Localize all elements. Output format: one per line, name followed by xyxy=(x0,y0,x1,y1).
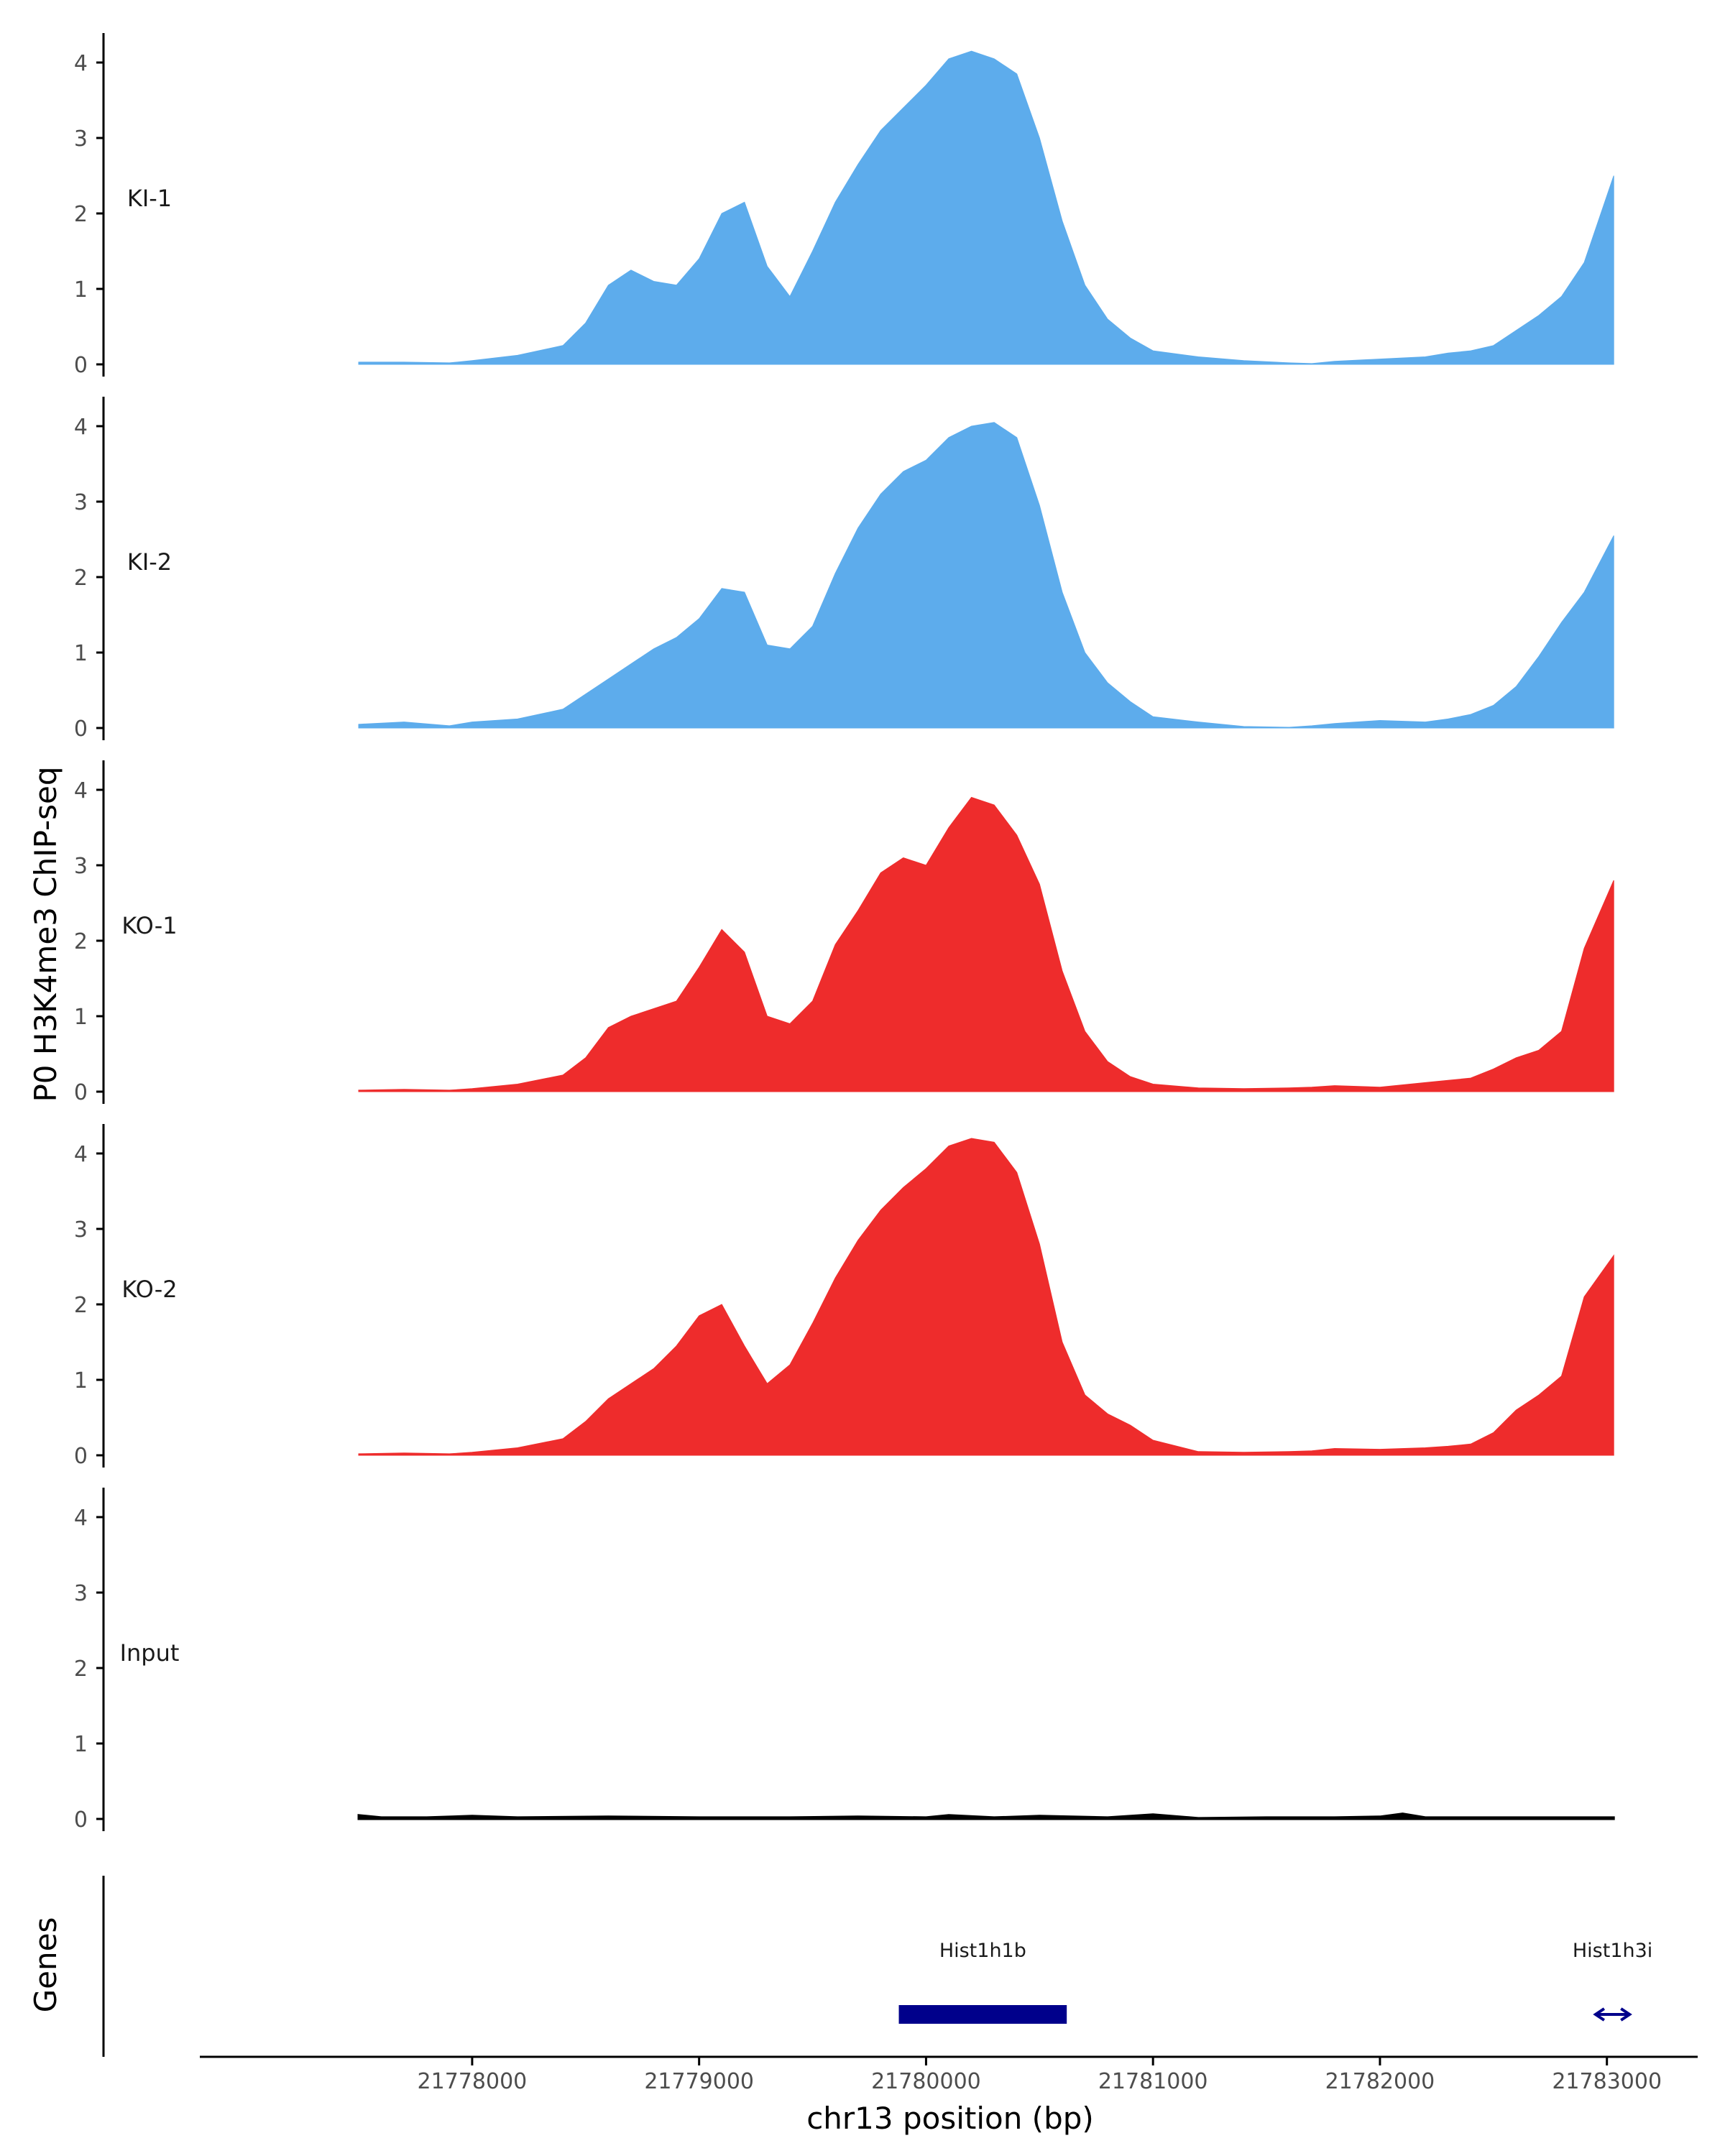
genes-track-title: Genes xyxy=(28,1917,63,2013)
genes-track: Genes Hist1h1b Hist1h3i xyxy=(28,1876,1652,2057)
coverage-area-ki-2 xyxy=(358,422,1614,729)
y-tick-label: 2 xyxy=(74,1657,88,1682)
x-axis-title: chr13 position (bp) xyxy=(806,2101,1094,2136)
y-tick-label: 0 xyxy=(74,353,88,378)
gene-label: Hist1h3i xyxy=(1573,1940,1652,1962)
gene-hist1h1b: Hist1h1b xyxy=(898,1940,1067,2024)
y-tick-label: 1 xyxy=(74,1005,88,1030)
y-tick-label: 4 xyxy=(74,1506,88,1531)
y-tick-label: 2 xyxy=(74,929,88,954)
coverage-area-ko-1 xyxy=(358,796,1614,1092)
track-label: Input xyxy=(120,1639,180,1667)
gene-hist1h3i: Hist1h3i xyxy=(1573,1940,1652,2022)
y-tick-label: 4 xyxy=(74,415,88,440)
x-tick-label: 21782000 xyxy=(1325,2069,1435,2094)
y-tick-label: 3 xyxy=(74,490,88,515)
y-tick-label: 4 xyxy=(74,1142,88,1167)
y-tick-label: 1 xyxy=(74,277,88,303)
track-label: KI-2 xyxy=(127,548,172,576)
y-tick-label: 0 xyxy=(74,717,88,742)
y-tick-label: 4 xyxy=(74,778,88,803)
x-tick-label: 21780000 xyxy=(871,2069,981,2094)
gene-arrow-left-icon xyxy=(1593,2007,1606,2022)
y-tick-label: 2 xyxy=(74,1293,88,1318)
track-ki-1: 0 1 2 3 4 KI-1 xyxy=(74,33,1614,378)
track-ki-2: 0 1 2 3 4 KI-2 xyxy=(74,397,1614,742)
y-tick-label: 1 xyxy=(74,1368,88,1393)
x-tick-label: 21783000 xyxy=(1552,2069,1662,2094)
gene-body xyxy=(898,2005,1067,2024)
track-input: 0 1 2 3 4 Input xyxy=(74,1488,1615,1833)
gene-label: Hist1h1b xyxy=(939,1940,1026,1962)
track-ko-2: 0 1 2 3 4 KO-2 xyxy=(74,1124,1614,1469)
y-tick-label: 2 xyxy=(74,202,88,227)
y-axis-title: P0 H3K4me3 ChIP-seq xyxy=(28,766,63,1102)
y-tick-label: 2 xyxy=(74,566,88,591)
x-tick-label: 21781000 xyxy=(1098,2069,1208,2094)
coverage-tracks: 0 1 2 3 4 KI-1 0 1 2 3 4 KI-2 0 1 2 3 4 KO-1 0 1 2 3 4 KO-2 0 1 2 3… xyxy=(74,33,1615,1833)
coverage-area-ki-1 xyxy=(358,50,1614,365)
y-tick-label: 3 xyxy=(74,126,88,152)
y-tick-label: 0 xyxy=(74,1080,88,1105)
y-tick-label: 1 xyxy=(74,1732,88,1757)
y-tick-label: 3 xyxy=(74,1217,88,1243)
track-label: KI-1 xyxy=(127,185,172,212)
coverage-area-input xyxy=(357,1812,1615,1820)
y-tick-label: 0 xyxy=(74,1444,88,1469)
track-label: KO-2 xyxy=(121,1276,177,1303)
y-tick-label: 0 xyxy=(74,1807,88,1833)
x-tick-label: 21779000 xyxy=(644,2069,754,2094)
coverage-area-ko-2 xyxy=(358,1138,1614,1456)
y-tick-label: 1 xyxy=(74,641,88,666)
x-axis: 21778000 21779000 21780000 21781000 21782000… xyxy=(200,2055,1698,2094)
y-tick-label: 4 xyxy=(74,51,88,76)
y-tick-label: 3 xyxy=(74,1581,88,1606)
gene-arrow-right-icon xyxy=(1620,2007,1632,2022)
track-ko-1: 0 1 2 3 4 KO-1 xyxy=(74,760,1614,1105)
y-tick-label: 3 xyxy=(74,854,88,879)
track-label: KO-1 xyxy=(121,912,177,939)
x-tick-label: 21778000 xyxy=(418,2069,528,2094)
